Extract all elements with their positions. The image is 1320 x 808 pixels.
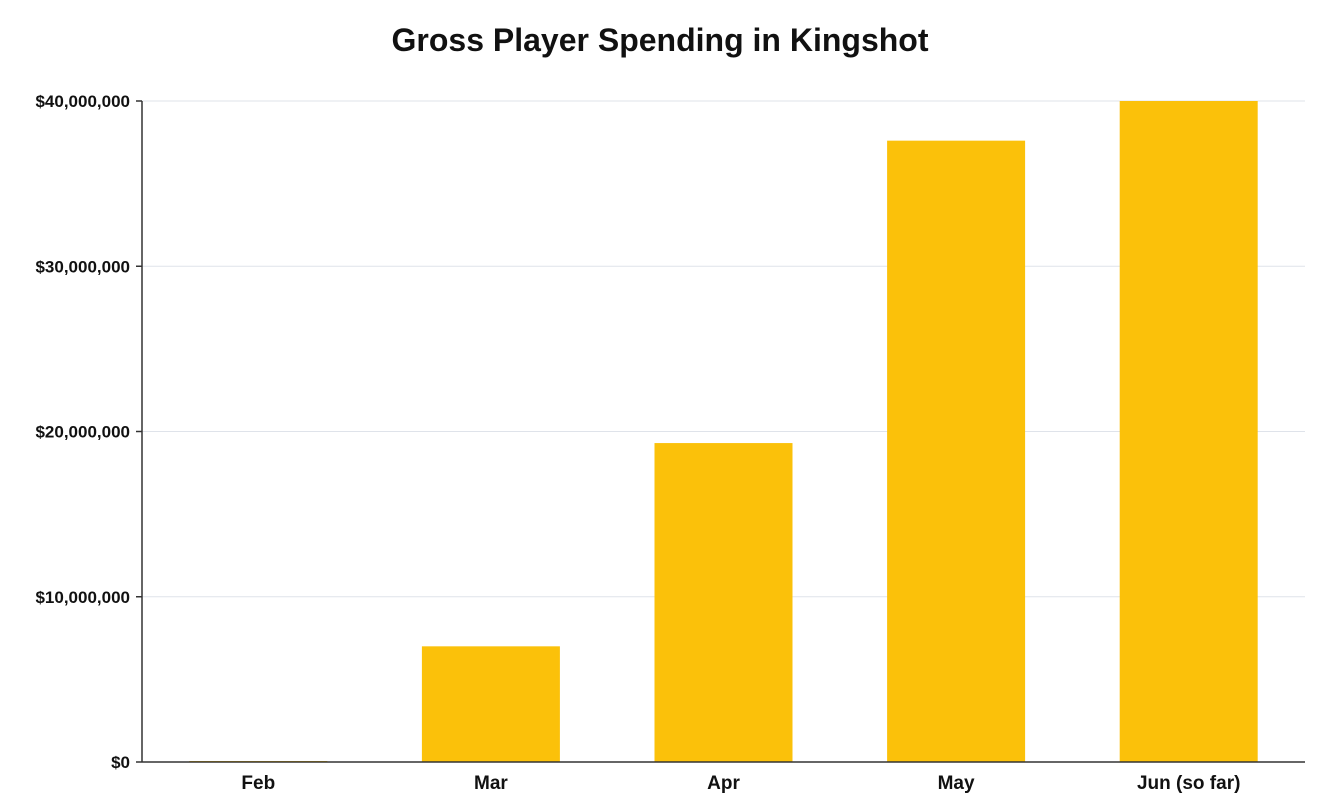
y-tick-label: $20,000,000 bbox=[35, 423, 130, 442]
x-tick-label: Mar bbox=[474, 773, 508, 794]
bar bbox=[654, 443, 793, 762]
y-tick-label: $10,000,000 bbox=[35, 588, 130, 607]
chart-title: Gross Player Spending in Kingshot bbox=[391, 22, 929, 58]
x-tick-label: Feb bbox=[241, 773, 275, 794]
x-tick-label: Apr bbox=[707, 773, 740, 794]
y-tick-label: $40,000,000 bbox=[35, 92, 130, 111]
bars bbox=[189, 101, 1258, 762]
x-tick-label: May bbox=[938, 773, 975, 794]
y-tick-label: $30,000,000 bbox=[35, 257, 130, 276]
bar bbox=[421, 646, 560, 762]
x-tick-label: Jun (so far) bbox=[1137, 773, 1240, 794]
bar bbox=[887, 140, 1026, 762]
y-tick-label: $0 bbox=[111, 753, 130, 772]
tick-labels: $0 $10,000,000 $20,000,000 $30,000,000 $40,0… bbox=[35, 92, 1240, 794]
axes bbox=[136, 100, 1305, 763]
bar bbox=[1119, 101, 1258, 762]
gridlines bbox=[142, 100, 1305, 598]
